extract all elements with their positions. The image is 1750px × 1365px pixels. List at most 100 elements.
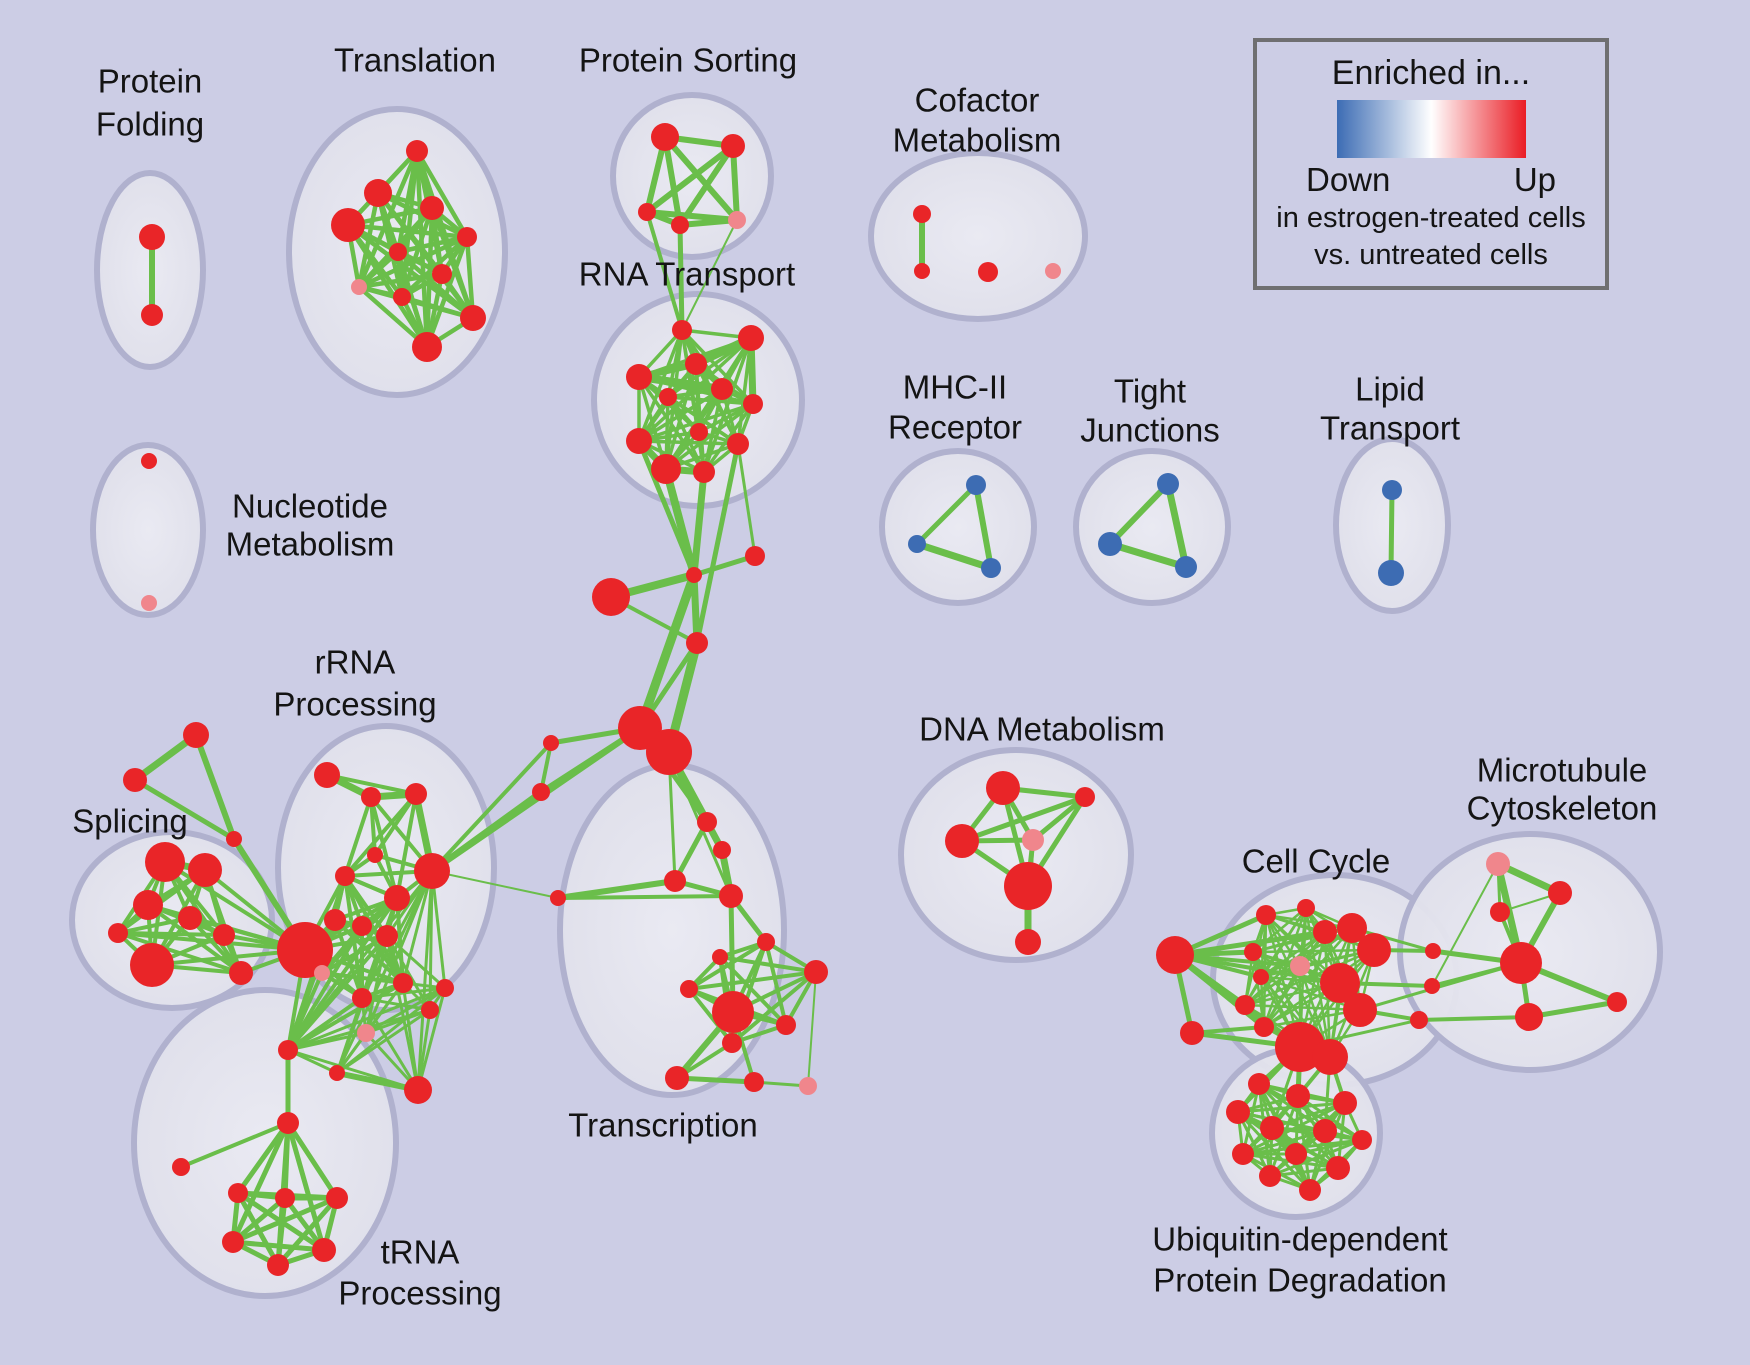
edge-ub7-ub9 [1294, 1138, 1364, 1156]
node-mh3 [981, 558, 1001, 578]
node-nm2 [141, 595, 157, 611]
edge-rt4-rt12 [637, 375, 706, 474]
edge-sp1-sp7 [163, 860, 243, 975]
edge-tx9-tx12 [730, 970, 818, 1045]
node-rr6 [414, 853, 450, 889]
node-sp8 [108, 923, 128, 943]
node-sp6 [213, 924, 235, 946]
node-cc3 [1256, 905, 1276, 925]
cluster-ellipse-mhc-ii-receptor [879, 448, 1037, 606]
edge-cc10-cc12 [1259, 975, 1362, 1012]
edge-ps3-rt1 [645, 210, 684, 332]
edge-hb2-hb4 [635, 570, 699, 733]
node-tx4 [719, 884, 743, 908]
cluster-label-dna-metabolism: DNA Metabolism [919, 711, 1165, 748]
legend-title: Enriched in... [1331, 54, 1531, 92]
node-tx8 [680, 980, 698, 998]
node-hb8 [745, 546, 765, 566]
node-rt2 [738, 325, 764, 351]
node-tn1 [277, 1112, 299, 1134]
edge-cc7-cc8 [1251, 948, 1376, 954]
edge-sp4-sp7 [188, 916, 243, 975]
node-tn2 [172, 1158, 190, 1176]
node-m2 [352, 988, 372, 1008]
edge-cc4-cc8 [1251, 906, 1308, 954]
edge-m5-m6 [335, 1008, 432, 1075]
node-ub8 [1232, 1143, 1254, 1165]
edge-m9-rr6 [364, 869, 434, 1035]
edge-ps4-ps5 [677, 217, 740, 228]
node-dm4 [1022, 829, 1044, 851]
edge-m4-m7 [286, 986, 447, 1052]
node-m8 [404, 1076, 432, 1104]
edge-cc12-cc13 [1243, 1003, 1362, 1012]
edge-rt9-hb2 [636, 438, 697, 578]
edge-tr5-tr9 [399, 234, 470, 300]
node-tr11 [412, 332, 442, 362]
edge-rr2-rr7 [369, 795, 399, 900]
edge-tr6-tr10 [395, 249, 476, 321]
node-ub3 [1333, 1091, 1357, 1115]
node-cc16 [1312, 1039, 1348, 1075]
edge-tr7-tr8 [356, 271, 445, 290]
edge-rt12-hb2 [690, 468, 708, 579]
node-hb2 [686, 567, 702, 583]
edge-rr2-rr5 [343, 795, 373, 878]
edge-tj1-tj3 [1164, 480, 1190, 571]
node-tx13 [665, 1066, 689, 1090]
edge-st1-st3 [193, 732, 237, 842]
node-dm6 [1015, 929, 1041, 955]
node-hb6 [543, 735, 559, 751]
edge-lt1-lt2 [1388, 487, 1395, 576]
node-rt3 [685, 353, 707, 375]
edge-rr6-tx5 [431, 870, 559, 899]
node-ub5 [1260, 1116, 1284, 1140]
nodes [108, 123, 1627, 1276]
edge-tx3-tx5 [555, 878, 678, 901]
legend-box: Enriched in... Down Up in estrogen-treat… [1253, 38, 1609, 290]
edge-tx1-tx3 [672, 819, 710, 884]
node-lt2 [1378, 560, 1404, 586]
node-ps3 [638, 203, 656, 221]
node-cm2 [914, 263, 930, 279]
edge-rr3-rr7 [395, 792, 418, 900]
node-cc6 [1337, 913, 1367, 943]
node-sp3 [133, 890, 163, 920]
node-mt7 [1425, 943, 1441, 959]
edge-rr1-rr3 [325, 773, 418, 796]
edge-tx4-tx5 [556, 894, 733, 900]
edge-tr8-tr11 [356, 284, 430, 350]
node-dm2 [1075, 787, 1095, 807]
node-ub11 [1259, 1165, 1281, 1187]
node-m5 [421, 1001, 439, 1019]
cluster-label-protein-folding: Protein Folding [96, 63, 204, 143]
edge-ps2-ps4 [677, 143, 736, 228]
edge-tr5-tr10 [464, 234, 476, 321]
edge-tr5-tr11 [424, 234, 470, 350]
cluster-label-cofactor-metabolism: Cofactor Metabolism [893, 82, 1062, 159]
node-ps2 [721, 134, 745, 158]
node-cc2 [1180, 1021, 1204, 1045]
edge-ps2-ps5 [730, 143, 740, 223]
node-m4 [436, 979, 454, 997]
edge-tx8-tx9 [687, 970, 818, 991]
legend-down-label: Down [1306, 161, 1391, 198]
edge-m5-m9 [364, 1008, 432, 1035]
edge-m4-m8 [416, 986, 447, 1092]
edge-m8-rr10 [385, 934, 420, 1092]
node-tx11 [776, 1015, 796, 1035]
node-tr8 [351, 279, 367, 295]
node-tr10 [460, 305, 486, 331]
node-tr7 [432, 264, 452, 284]
edge-cc9-cc13 [1243, 964, 1302, 1007]
edge-dm2-dm3 [959, 794, 1088, 844]
node-sp2 [188, 853, 222, 887]
node-pf2 [141, 304, 163, 326]
node-tn7 [312, 1238, 336, 1262]
edge-tn5-tn6 [230, 1195, 340, 1245]
node-m7 [278, 1040, 298, 1060]
node-ub7 [1352, 1130, 1372, 1150]
cluster-label-rna-transport: RNA Transport [579, 256, 795, 293]
cluster-ellipse-nucleotide-metabolism [90, 442, 206, 618]
